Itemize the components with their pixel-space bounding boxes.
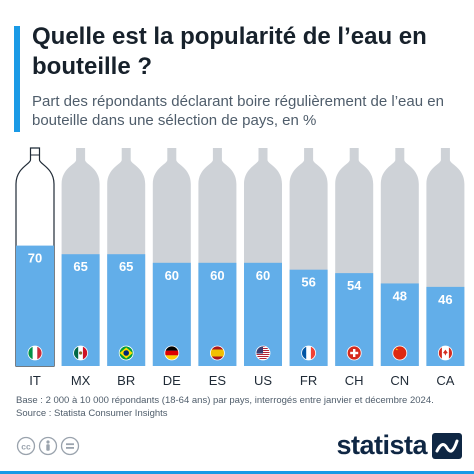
bottle-bar-chart: 70 IT 65 MX 65 BR 60 DE 60 ES 60 US 56 FR 54 CH 48 CN 46 CA: [15, 147, 465, 388]
bar-it: 70 IT: [15, 147, 55, 388]
category-label: ES: [209, 373, 227, 388]
value-label: 46: [438, 292, 452, 307]
category-label: DE: [163, 373, 181, 388]
brand-name: statista: [336, 430, 427, 460]
flag-france-icon: [301, 345, 317, 361]
flag-brazil-icon: [118, 345, 134, 361]
bar-mx: 65 MX: [61, 148, 100, 388]
creative-commons-icon: cc: [16, 436, 36, 456]
value-label: 54: [347, 278, 362, 293]
value-label: 48: [393, 288, 407, 303]
footnote-base: Base : 2 000 à 10 000 répondants (18-64 …: [16, 395, 434, 406]
statista-logo[interactable]: statista: [336, 430, 462, 461]
footnote-source: Source : Statista Consumer Insights: [16, 408, 168, 419]
flag-china-icon: [392, 345, 408, 361]
category-label: FR: [300, 373, 317, 388]
flag-spain-icon: [209, 345, 225, 361]
value-label: 56: [301, 275, 315, 290]
flag-canada-icon: [437, 345, 453, 361]
category-label: CA: [436, 373, 454, 388]
bar-us: 60 US: [244, 148, 282, 388]
category-label: CH: [345, 373, 364, 388]
category-label: US: [254, 373, 272, 388]
title-accent-bar: [14, 26, 20, 132]
value-label: 70: [28, 251, 42, 266]
license-badges[interactable]: cc: [16, 436, 82, 461]
value-label: 60: [256, 268, 270, 283]
category-label: CN: [390, 373, 409, 388]
flag-usa-icon: [255, 345, 271, 361]
statista-wave-icon: [432, 432, 462, 459]
category-label: MX: [71, 373, 91, 388]
category-label: BR: [117, 373, 135, 388]
svg-text:cc: cc: [21, 441, 31, 451]
chart-subtitle: Part des répondants déclarant boire régu…: [32, 93, 444, 129]
bar-ch: 54 CH: [335, 148, 374, 388]
bar-es: 60 ES: [198, 148, 237, 388]
equals-icon: [60, 436, 80, 456]
value-label: 65: [119, 259, 133, 274]
category-label: IT: [29, 373, 41, 388]
value-label: 60: [165, 268, 179, 283]
flag-mexico-icon: [73, 345, 88, 361]
flag-switzerland-icon: [346, 345, 362, 361]
value-label: 65: [73, 259, 87, 274]
value-label: 60: [210, 268, 224, 283]
bottom-accent-strip: [0, 471, 474, 474]
bar-br: 65 BR: [107, 148, 146, 388]
flag-germany-icon: [164, 345, 180, 361]
attribution-icon: [38, 436, 58, 456]
bar-de: 60 DE: [152, 148, 191, 388]
bar-fr: 56 FR: [289, 148, 328, 388]
footnote: Base : 2 000 à 10 000 répondants (18-64 …: [16, 394, 466, 420]
bar-ca: 46 CA: [426, 148, 465, 388]
chart-title: Quelle est la popularité de l’eau en bou…: [32, 23, 427, 80]
flag-italy-icon: [27, 345, 43, 361]
bar-cn: 48 CN: [380, 148, 419, 388]
